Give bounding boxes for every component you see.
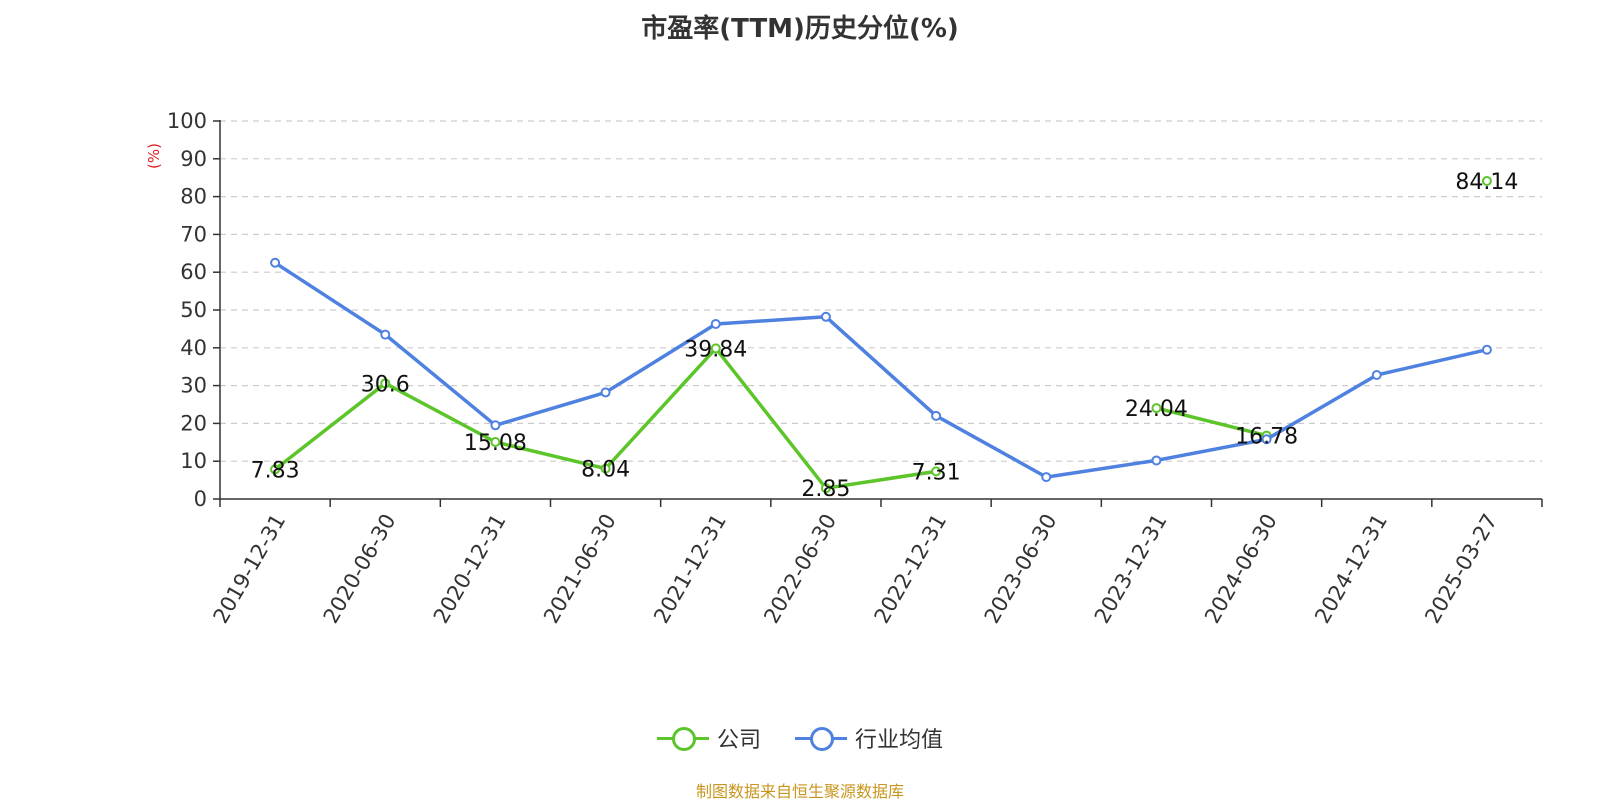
y-tick-label-30: 30 bbox=[180, 374, 207, 398]
data-label-company-2023-12-31: 24.04 bbox=[1125, 397, 1188, 422]
point-industry-average-2025-03-27 bbox=[1481, 344, 1492, 355]
x-tick-label-2020-06-30: 2020-06-30 bbox=[319, 510, 401, 628]
data-label-company-2021-12-31: 39.84 bbox=[684, 337, 747, 362]
point-company-2023-12-31 bbox=[1151, 403, 1162, 414]
point-industry-average-2024-06-30 bbox=[1261, 434, 1272, 445]
legend-label-company: 公司 bbox=[716, 728, 761, 753]
point-company-2019-12-31 bbox=[270, 464, 281, 475]
x-tick-label-2021-12-31: 2021-12-31 bbox=[649, 510, 731, 628]
y-tick-label-50: 50 bbox=[180, 298, 207, 322]
data-label-company-2021-06-30: 8.04 bbox=[581, 458, 630, 483]
point-company-2021-12-31 bbox=[710, 343, 721, 354]
x-tick-label-2023-06-30: 2023-06-30 bbox=[980, 510, 1062, 628]
legend: 公司 行业均值 bbox=[0, 722, 1600, 754]
point-industry-average-2022-06-30 bbox=[820, 311, 831, 322]
legend-item-company[interactable]: 公司 bbox=[656, 722, 761, 754]
point-industry-average-2024-12-31 bbox=[1371, 370, 1382, 381]
y-tick-label-90: 90 bbox=[180, 147, 207, 171]
axes: 0 10 20 30 40 50 60 70 80 90 100 2019-12-31 2020-06-… bbox=[167, 109, 1543, 628]
y-tick-label-60: 60 bbox=[180, 260, 207, 284]
x-tick-label-2020-12-31: 2020-12-31 bbox=[429, 510, 511, 628]
x-tick-label-2022-06-30: 2022-06-30 bbox=[759, 510, 841, 628]
data-label-company-2024-06-30: 16.78 bbox=[1235, 425, 1298, 450]
x-tick-label-2024-06-30: 2024-06-30 bbox=[1200, 510, 1282, 628]
y-tick-label-80: 80 bbox=[180, 185, 207, 209]
data-labels: 7.83 30.6 15.08 8.04 39.84 2.85 7.31 24.04 16.78… bbox=[251, 170, 1519, 502]
y-tick-label-0: 0 bbox=[194, 487, 207, 511]
legend-item-industry-average[interactable]: 行业均值 bbox=[795, 722, 943, 754]
series-lines bbox=[270, 175, 1492, 494]
legend-symbol-company bbox=[656, 726, 709, 751]
x-tick-label-2021-06-30: 2021-06-30 bbox=[539, 510, 621, 628]
data-label-company-2022-06-30: 2.85 bbox=[801, 477, 850, 502]
series-line-company-1 bbox=[1155, 406, 1268, 438]
legend-symbol-industry-average bbox=[795, 726, 847, 751]
grid-lines bbox=[220, 120, 1542, 462]
data-label-company-2025-03-27: 84.14 bbox=[1455, 170, 1518, 195]
data-label-company-2020-06-30: 30.6 bbox=[361, 372, 410, 397]
y-tick-label-20: 20 bbox=[180, 411, 207, 435]
point-company-2021-06-30 bbox=[600, 463, 611, 474]
point-company-2022-06-30 bbox=[820, 483, 831, 494]
data-source-note: 制图数据来自恒生聚源数据库 bbox=[695, 782, 904, 801]
point-industry-average-2023-06-30 bbox=[1041, 472, 1052, 483]
point-company-2020-12-31 bbox=[490, 436, 501, 447]
y-tick-label-70: 70 bbox=[180, 222, 207, 246]
y-axis-title: (%) bbox=[145, 143, 163, 169]
point-industry-average-2019-12-31 bbox=[270, 257, 281, 268]
point-industry-average-2020-06-30 bbox=[380, 329, 391, 340]
y-tick-label-10: 10 bbox=[180, 449, 207, 473]
point-company-2025-03-27 bbox=[1481, 175, 1492, 186]
y-tick-label-100: 100 bbox=[167, 109, 207, 133]
data-label-company-2022-12-31: 7.31 bbox=[912, 460, 961, 485]
chart-area: 0 10 20 30 40 50 60 70 80 90 100 2019-12-31 2020-06-… bbox=[145, 109, 1543, 628]
series-line-industry-average-0 bbox=[274, 261, 1488, 479]
x-tick-label-2019-12-31: 2019-12-31 bbox=[209, 510, 291, 628]
point-industry-average-2021-06-30 bbox=[600, 387, 611, 398]
x-tick-label-2025-03-27: 2025-03-27 bbox=[1420, 510, 1502, 628]
data-label-company-2019-12-31: 7.83 bbox=[251, 458, 300, 483]
y-tick-label-40: 40 bbox=[180, 336, 207, 360]
point-company-2020-06-30 bbox=[380, 378, 391, 389]
point-company-2022-12-31 bbox=[931, 466, 942, 477]
point-industry-average-2022-12-31 bbox=[931, 410, 942, 421]
x-tick-label-2022-12-31: 2022-12-31 bbox=[870, 510, 952, 628]
point-industry-average-2020-12-31 bbox=[490, 420, 501, 431]
legend-label-industry-average: 行业均值 bbox=[855, 728, 944, 753]
data-label-company-2020-12-31: 15.08 bbox=[464, 431, 527, 456]
x-tick-label-2023-12-31: 2023-12-31 bbox=[1090, 510, 1172, 628]
point-industry-average-2021-12-31 bbox=[710, 318, 721, 329]
point-industry-average-2023-12-31 bbox=[1151, 455, 1162, 466]
chart-title: 市盈率(TTM)历史分位(%) bbox=[641, 14, 959, 44]
x-tick-label-2024-12-31: 2024-12-31 bbox=[1310, 510, 1392, 628]
